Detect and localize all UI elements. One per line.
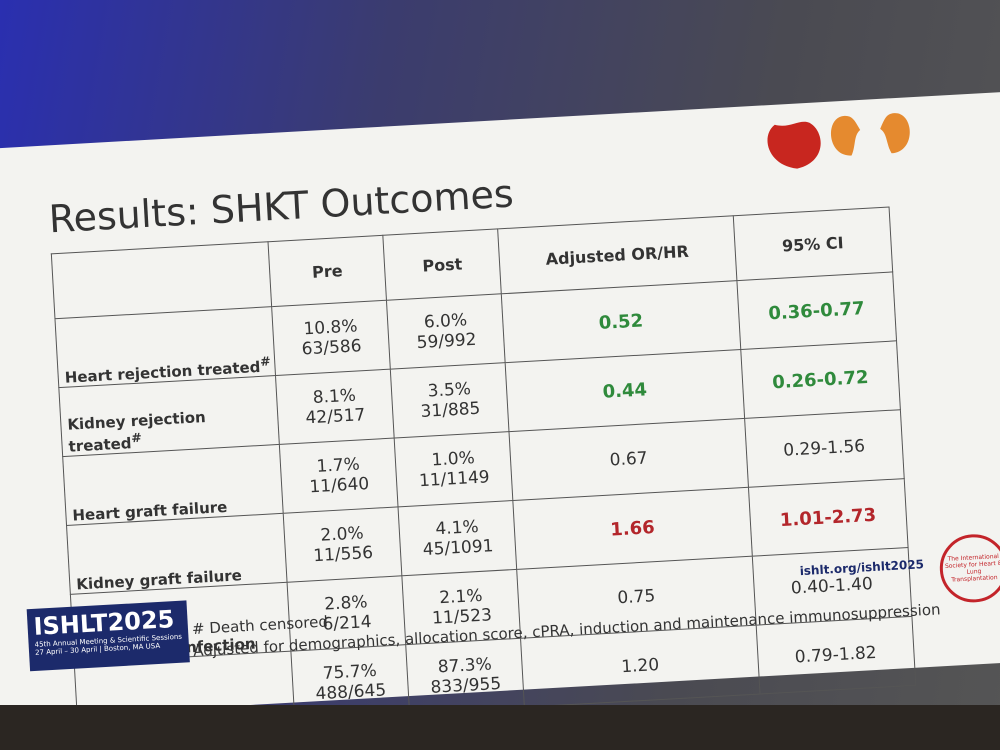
cell: 8.1% 42/517 — [275, 369, 395, 445]
cell: 4.1% 45/1091 — [398, 500, 518, 576]
cell: 2.0% 11/556 — [283, 506, 403, 583]
row-label: Heart graft failure — [62, 444, 284, 526]
column-header: Pre — [268, 235, 387, 307]
cell: 10.8% 63/586 — [271, 300, 391, 376]
slide: Results: SHKT Outcomes Pre Post Adjusted O… — [0, 90, 1000, 733]
note-mark: # — [130, 429, 143, 446]
corner — [51, 241, 272, 319]
cell: 0.67 — [509, 418, 748, 501]
cell: 87.3% 833/955 — [405, 638, 525, 714]
society-name: The International Society for Heart & Lu… — [944, 552, 1000, 584]
cell: 1.66 — [513, 487, 752, 570]
row-label: Kidney graft failure — [66, 513, 288, 595]
cell: 0.29-1.56 — [744, 409, 905, 488]
cell: 0.26-0.72 — [740, 340, 901, 419]
stage-curtain — [0, 705, 1000, 750]
note-mark: # — [259, 353, 271, 369]
row-label: Kidney rejection treated# — [58, 375, 280, 457]
cell: 6.0% 59/992 — [386, 293, 506, 370]
society-logo: The International Society for Heart & Lu… — [937, 532, 1000, 605]
row-label: Heart rejection treated# — [54, 306, 276, 388]
cell: 1.0% 11/1149 — [394, 431, 514, 507]
cell: 3.5% 31/885 — [390, 362, 510, 439]
cell: 0.52 — [501, 280, 741, 363]
cell: 0.36-0.77 — [736, 271, 897, 350]
cell: 1.7% 11/640 — [279, 438, 399, 514]
cell: 1.01-2.73 — [747, 478, 909, 557]
column-header: 95% CI — [732, 207, 893, 281]
cell: 0.44 — [505, 349, 745, 432]
meeting-logo: ISHLT2025 45th Annual Meeting & Scientif… — [26, 600, 190, 672]
organ-icons — [767, 113, 910, 169]
column-header: Post — [383, 228, 502, 301]
